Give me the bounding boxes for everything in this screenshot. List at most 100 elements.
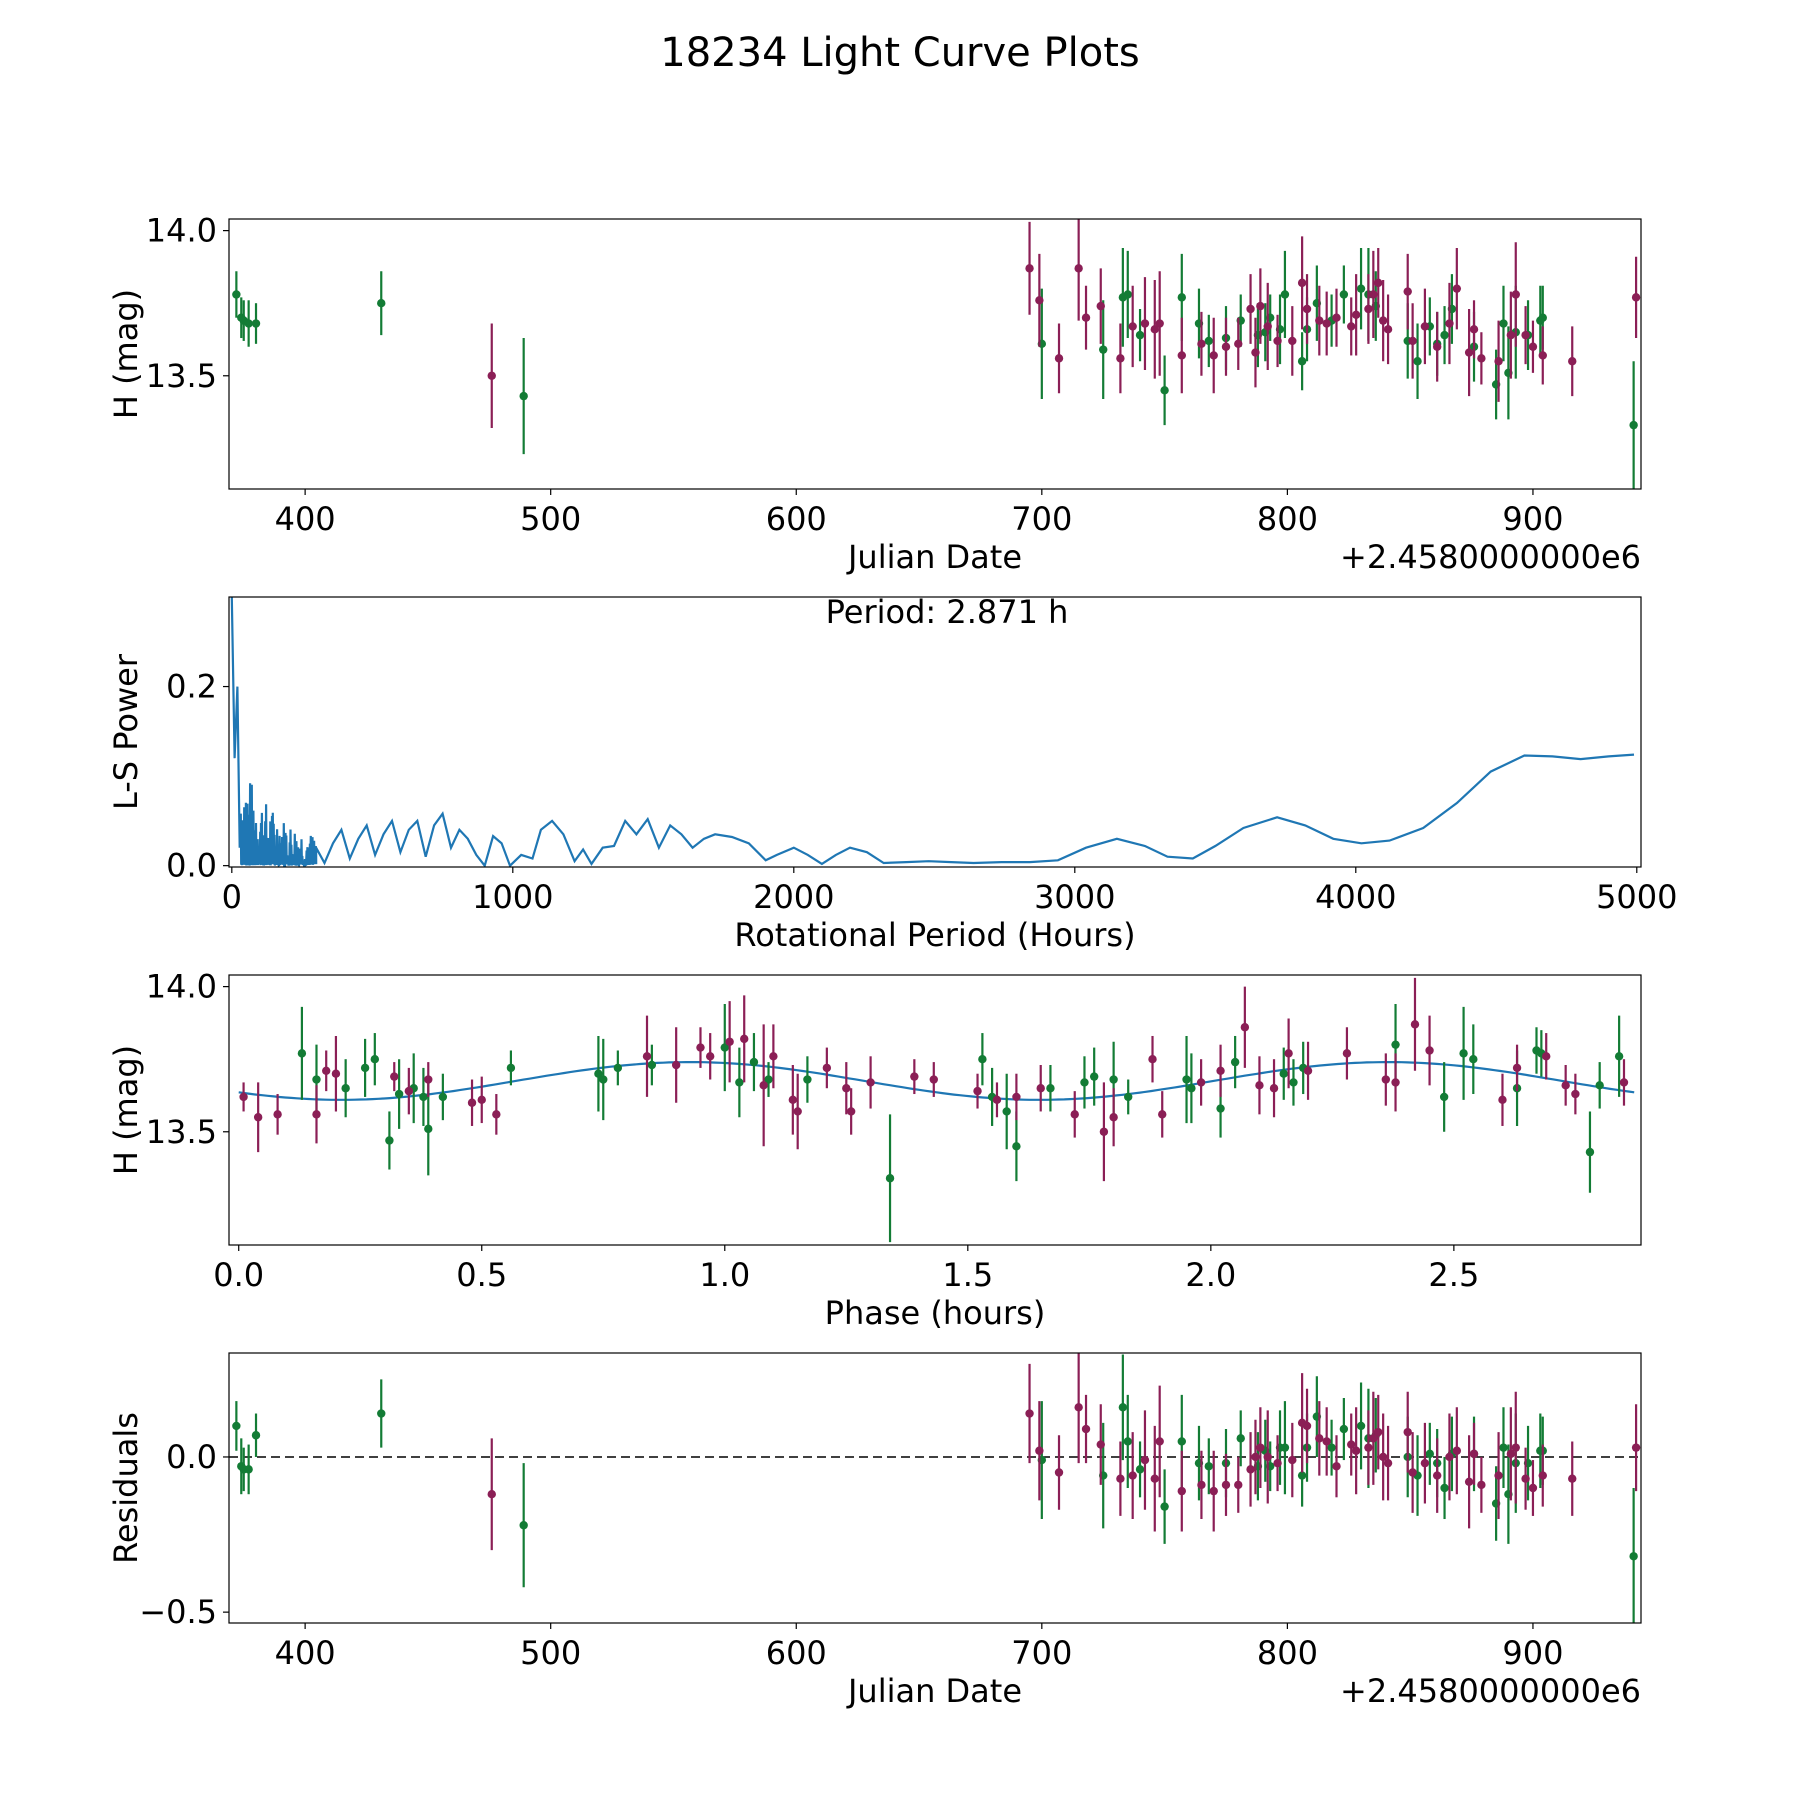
- data-point: [360, 1063, 370, 1073]
- data-point: [1204, 336, 1214, 346]
- data-point: [1204, 1462, 1214, 1471]
- data-point: [1116, 354, 1125, 363]
- data-point: [1339, 1424, 1349, 1434]
- data-point: [1155, 1437, 1164, 1446]
- periodogram-axes-frame: [228, 596, 1642, 868]
- data-point: [594, 1069, 603, 1078]
- data-point: [1148, 1054, 1157, 1064]
- data-point: [1216, 1066, 1225, 1076]
- data-point: [1074, 264, 1083, 273]
- y-axis-label: Residuals: [107, 1412, 145, 1564]
- data-point: [424, 1075, 433, 1084]
- data-point: [1459, 1049, 1468, 1058]
- data-point: [312, 1075, 321, 1084]
- data-point: [1339, 290, 1349, 299]
- y-tick-label: 0.0: [166, 847, 217, 885]
- data-point: [1302, 304, 1312, 314]
- data-point: [764, 1075, 773, 1084]
- data-point: [647, 1060, 657, 1070]
- y-tick-label: 13.5: [146, 357, 217, 395]
- data-point: [477, 1095, 486, 1105]
- x-axis-label: Phase (hours): [825, 1294, 1046, 1332]
- data-point: [1629, 1552, 1638, 1561]
- data-point: [1150, 1474, 1159, 1483]
- data-point: [866, 1078, 875, 1087]
- ls-power-line: [230, 597, 1635, 867]
- data-point: [377, 1409, 386, 1418]
- data-point: [1123, 290, 1132, 299]
- data-point: [487, 371, 496, 380]
- data-point: [793, 1107, 802, 1116]
- data-point: [1499, 1443, 1508, 1452]
- data-point: [769, 1052, 778, 1061]
- data-point: [1498, 1095, 1507, 1105]
- data-point: [251, 1431, 261, 1440]
- y-tick-label: 0.0: [166, 1438, 217, 1476]
- data-point: [487, 1490, 496, 1499]
- data-point: [232, 290, 241, 299]
- data-point: [1109, 1113, 1118, 1122]
- data-point: [1116, 1474, 1125, 1483]
- y-axis-label: H (mag): [107, 289, 145, 419]
- periodogram-plot-area: [230, 597, 1635, 867]
- data-point: [788, 1095, 798, 1105]
- data-point: [1614, 1052, 1624, 1061]
- data-point: [1521, 330, 1530, 340]
- data-point: [1369, 290, 1378, 299]
- data-point: [1177, 293, 1186, 302]
- x-tick-label: 2.5: [1428, 1256, 1479, 1294]
- data-point: [1432, 1471, 1442, 1480]
- data-point: [1288, 336, 1297, 346]
- data-point: [1521, 1474, 1530, 1483]
- data-point: [599, 1075, 608, 1084]
- residuals-panel: 400 500 600 700 800 900 −0.5 0.0 Julian Date Resi…: [107, 1352, 1642, 1710]
- data-point: [1182, 1075, 1191, 1084]
- x-tick-label: 2.0: [1185, 1256, 1236, 1294]
- data-point: [929, 1075, 938, 1084]
- data-point: [1256, 301, 1265, 311]
- data-point: [1512, 1063, 1522, 1073]
- data-point: [1197, 1480, 1206, 1490]
- data-point: [1391, 1078, 1400, 1087]
- data-point: [1383, 325, 1393, 334]
- data-point: [1012, 1092, 1021, 1102]
- data-point: [370, 1054, 380, 1064]
- data-point: [1070, 1110, 1079, 1119]
- data-point: [822, 1063, 832, 1073]
- data-point: [1230, 1057, 1240, 1067]
- phased-axes-frame: [228, 974, 1642, 1246]
- data-point: [1221, 1480, 1231, 1490]
- data-point: [1440, 1483, 1449, 1493]
- data-point: [1263, 322, 1272, 331]
- data-point: [1160, 1502, 1169, 1511]
- x-tick-label: 2000: [753, 878, 834, 916]
- data-point: [1391, 1040, 1400, 1049]
- data-point: [322, 1066, 331, 1076]
- x-axis-label: Julian Date: [846, 1672, 1022, 1710]
- data-point: [1571, 1089, 1580, 1099]
- data-point: [1036, 1084, 1045, 1093]
- data-point: [1494, 357, 1503, 366]
- residuals-plot-area: [229, 1353, 1641, 1623]
- data-point: [1196, 1078, 1206, 1087]
- data-point: [720, 1043, 729, 1052]
- x-tick-label: 1.0: [699, 1256, 750, 1294]
- figure-title: 18234 Light Curve Plots: [660, 30, 1139, 76]
- lightcurve-axes-frame: [228, 218, 1642, 490]
- data-point: [1025, 264, 1034, 273]
- data-point: [1356, 284, 1366, 293]
- data-point: [1221, 342, 1231, 351]
- data-point: [1464, 348, 1474, 357]
- data-point: [377, 298, 386, 308]
- data-point: [885, 1174, 895, 1183]
- x-tick-label: 400: [275, 1634, 336, 1672]
- data-point: [1511, 290, 1520, 299]
- x-tick-label: 700: [1011, 500, 1072, 538]
- data-point: [1089, 1072, 1099, 1081]
- data-point: [1302, 1421, 1312, 1431]
- data-point: [1477, 1480, 1486, 1490]
- data-point: [1452, 284, 1462, 293]
- data-point: [1322, 1437, 1331, 1446]
- data-point: [1322, 319, 1331, 328]
